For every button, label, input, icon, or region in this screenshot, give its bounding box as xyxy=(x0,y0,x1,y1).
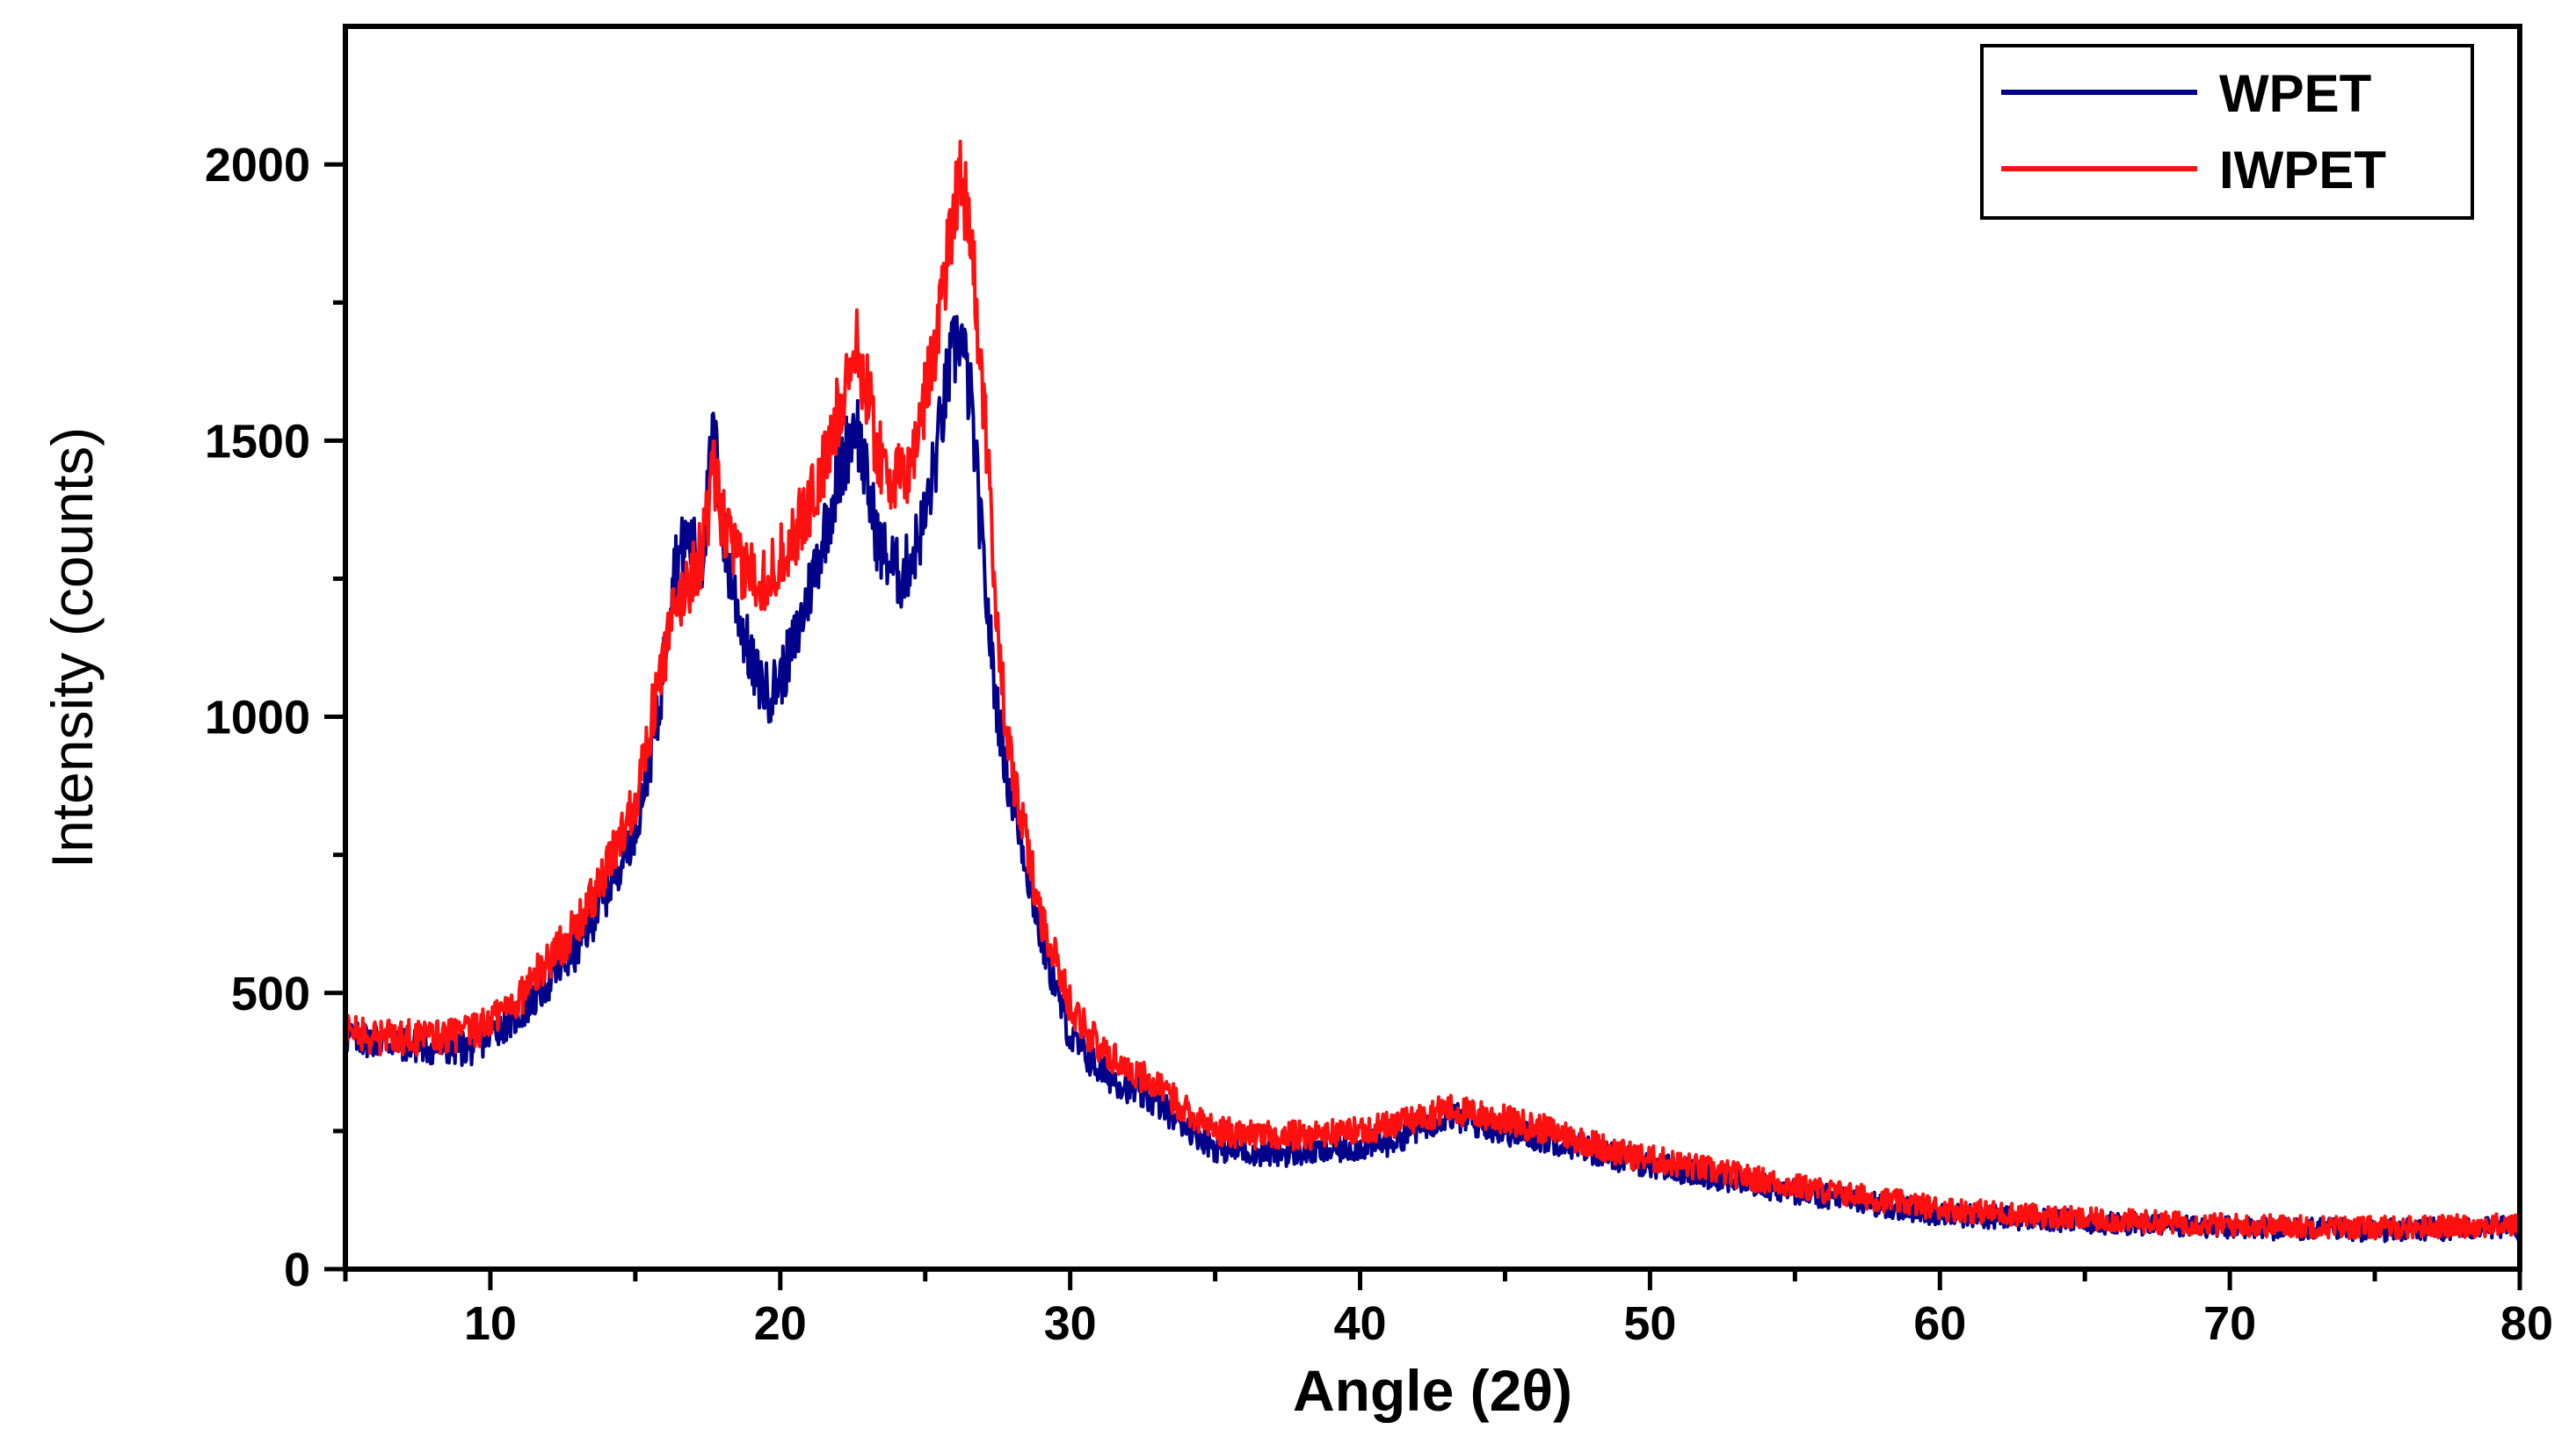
x-tick-label: 60 xyxy=(1913,1297,1966,1350)
x-tick-label: 10 xyxy=(464,1297,517,1350)
x-axis-title: Angle (2θ) xyxy=(1293,1358,1572,1423)
x-tick-label: 80 xyxy=(2500,1297,2553,1350)
series-layer xyxy=(344,139,2522,1244)
legend-label-iwpet: IWPET xyxy=(2219,141,2386,200)
x-tick-label: 70 xyxy=(2203,1297,2256,1350)
y-axis-ticks: 0 500 1000 1500 2000 xyxy=(205,139,345,1296)
y-tick-label: 1500 xyxy=(205,415,310,468)
y-axis-title: Intensity (counts) xyxy=(40,427,105,869)
series-line-iwpet xyxy=(344,139,2522,1241)
y-tick-label: 0 xyxy=(284,1244,310,1296)
x-tick-label: 40 xyxy=(1333,1297,1386,1350)
legend-label-wpet: WPET xyxy=(2219,64,2371,123)
legend: WPET IWPET xyxy=(1980,44,2474,220)
y-tick-label: 500 xyxy=(231,968,310,1020)
y-tick-label: 2000 xyxy=(205,139,310,192)
x-tick-label: 50 xyxy=(1623,1297,1676,1350)
x-tick-label: 20 xyxy=(754,1297,807,1350)
plot-frame xyxy=(343,24,2522,1272)
plot-area-background xyxy=(345,26,2520,1269)
y-tick-label: 1000 xyxy=(205,692,310,744)
x-axis-ticks: 10 20 30 40 50 60 70 80 xyxy=(343,1269,2553,1350)
legend-box xyxy=(1980,44,2474,220)
x-tick-label: 30 xyxy=(1044,1297,1097,1350)
